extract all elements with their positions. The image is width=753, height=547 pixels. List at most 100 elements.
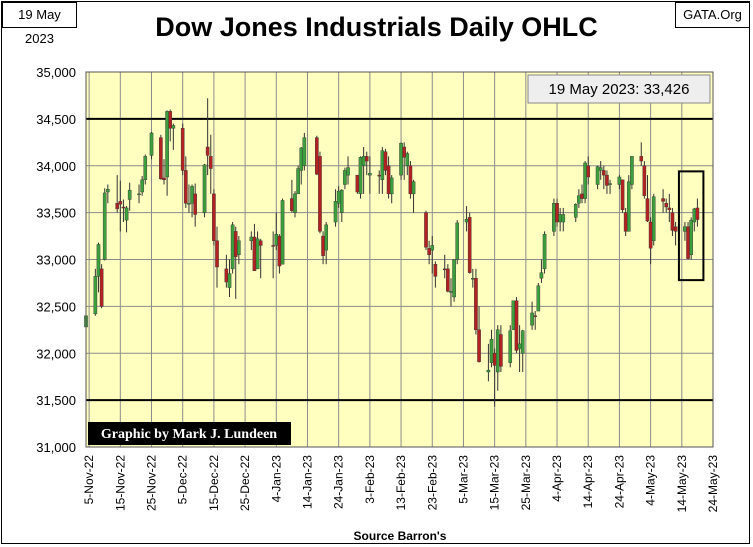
candle-body bbox=[477, 329, 481, 362]
candle-body bbox=[602, 170, 606, 176]
candle-body bbox=[402, 146, 406, 158]
candle-body bbox=[598, 167, 603, 171]
candle-body bbox=[639, 156, 644, 162]
candle-body bbox=[137, 193, 141, 196]
candle-body bbox=[358, 157, 363, 195]
candle-body bbox=[651, 196, 656, 241]
candle-body bbox=[208, 156, 213, 169]
candle-body bbox=[339, 189, 344, 213]
candle-body bbox=[424, 212, 428, 248]
candle-body bbox=[405, 153, 410, 166]
x-tick-label: 25-Mar-23 bbox=[519, 455, 533, 511]
x-tick-label: 14-May-23 bbox=[675, 455, 689, 513]
y-tick-label: 34,000 bbox=[36, 159, 76, 174]
x-tick-label: 5-Dec-22 bbox=[176, 455, 190, 505]
candle-body bbox=[670, 212, 675, 231]
candle-body bbox=[430, 245, 435, 251]
candle-body bbox=[383, 151, 388, 171]
date-label: 19 May 2023 bbox=[2, 2, 77, 46]
candle-body bbox=[212, 193, 216, 241]
candle-body bbox=[623, 212, 628, 232]
highlight-box bbox=[677, 170, 705, 282]
candle-body bbox=[695, 207, 700, 220]
x-axis-label: Source Barron's bbox=[354, 529, 447, 543]
candle-body bbox=[171, 125, 176, 129]
x-tick-label: 25-Dec-22 bbox=[238, 455, 252, 511]
y-tick-label: 33,500 bbox=[36, 206, 76, 221]
y-tick-label: 32,000 bbox=[36, 346, 76, 361]
candle-body bbox=[542, 233, 547, 270]
candle-body bbox=[620, 179, 625, 211]
candle-body bbox=[121, 206, 126, 209]
candle-body bbox=[467, 217, 472, 273]
highlight-box-group bbox=[677, 170, 705, 282]
y-tick-label: 35,000 bbox=[36, 65, 76, 80]
x-tick-label: 24-Jan-23 bbox=[332, 455, 346, 509]
x-tick-label: 5-Mar-23 bbox=[456, 455, 470, 504]
candle-body bbox=[255, 238, 260, 270]
candle-body bbox=[124, 207, 129, 221]
candle-body bbox=[290, 198, 294, 211]
candle-body bbox=[411, 181, 416, 195]
annotation-text: 19 May 2023: 33,426 bbox=[549, 81, 690, 98]
y-tick-label: 32,500 bbox=[36, 299, 76, 314]
candle-body bbox=[364, 156, 369, 162]
candle-body bbox=[492, 353, 497, 366]
candle-body bbox=[427, 248, 431, 256]
y-tick-label: 31,000 bbox=[36, 440, 76, 455]
candle-body bbox=[517, 343, 522, 349]
candle-body bbox=[664, 203, 669, 208]
candle-body bbox=[389, 177, 394, 195]
x-axis-ticks: 5-Nov-22 15-Nov-22 25-Nov-22 5-Dec-22 15-Dec… bbox=[82, 455, 720, 513]
candle-body bbox=[258, 240, 263, 246]
candle-body bbox=[159, 137, 163, 180]
candle-body bbox=[202, 164, 207, 213]
candle-body bbox=[355, 174, 360, 193]
candle-body bbox=[280, 200, 285, 265]
candle-body bbox=[336, 190, 341, 204]
candle-body bbox=[605, 174, 609, 186]
candle-body bbox=[495, 329, 500, 373]
y-tick-label: 31,500 bbox=[36, 393, 76, 408]
credit-text: Graphic by Mark J. Lundeen bbox=[101, 427, 277, 442]
candle-body bbox=[648, 221, 653, 249]
candle-body bbox=[321, 235, 325, 256]
candle-body bbox=[149, 132, 154, 156]
candle-body bbox=[168, 111, 173, 129]
candle-body bbox=[143, 156, 148, 181]
candle-body bbox=[237, 240, 241, 256]
candle-body bbox=[377, 174, 382, 177]
candle-body bbox=[249, 236, 254, 241]
candle-body bbox=[595, 166, 600, 185]
candle-body bbox=[530, 312, 534, 326]
x-tick-label: 15-Dec-22 bbox=[207, 455, 221, 511]
site-label: GATA.Org bbox=[675, 2, 750, 28]
x-tick-label: 25-Nov-22 bbox=[145, 455, 159, 511]
candle-body bbox=[580, 193, 584, 199]
candle-body bbox=[274, 233, 279, 246]
candle-body bbox=[486, 369, 491, 373]
candle-body bbox=[673, 226, 678, 232]
candle-body bbox=[227, 273, 232, 288]
candle-body bbox=[442, 268, 447, 271]
y-tick-label: 33,000 bbox=[36, 253, 76, 268]
ohlc-series bbox=[84, 98, 700, 407]
candle-body bbox=[630, 156, 634, 185]
candle-body bbox=[106, 188, 110, 193]
candle-body bbox=[315, 137, 319, 175]
candle-body bbox=[499, 334, 503, 367]
candle-body bbox=[302, 137, 307, 166]
candle-body bbox=[296, 168, 300, 195]
candle-body bbox=[692, 208, 697, 223]
candle-body bbox=[162, 177, 166, 181]
candle-body bbox=[520, 330, 525, 354]
candle-body bbox=[102, 192, 107, 260]
candle-body bbox=[361, 156, 366, 166]
candle-body bbox=[577, 195, 581, 204]
reference-lines bbox=[86, 117, 713, 402]
candle-body bbox=[683, 226, 687, 232]
candle-body bbox=[343, 170, 347, 185]
candle-body bbox=[215, 240, 219, 268]
candle-body bbox=[573, 203, 578, 218]
